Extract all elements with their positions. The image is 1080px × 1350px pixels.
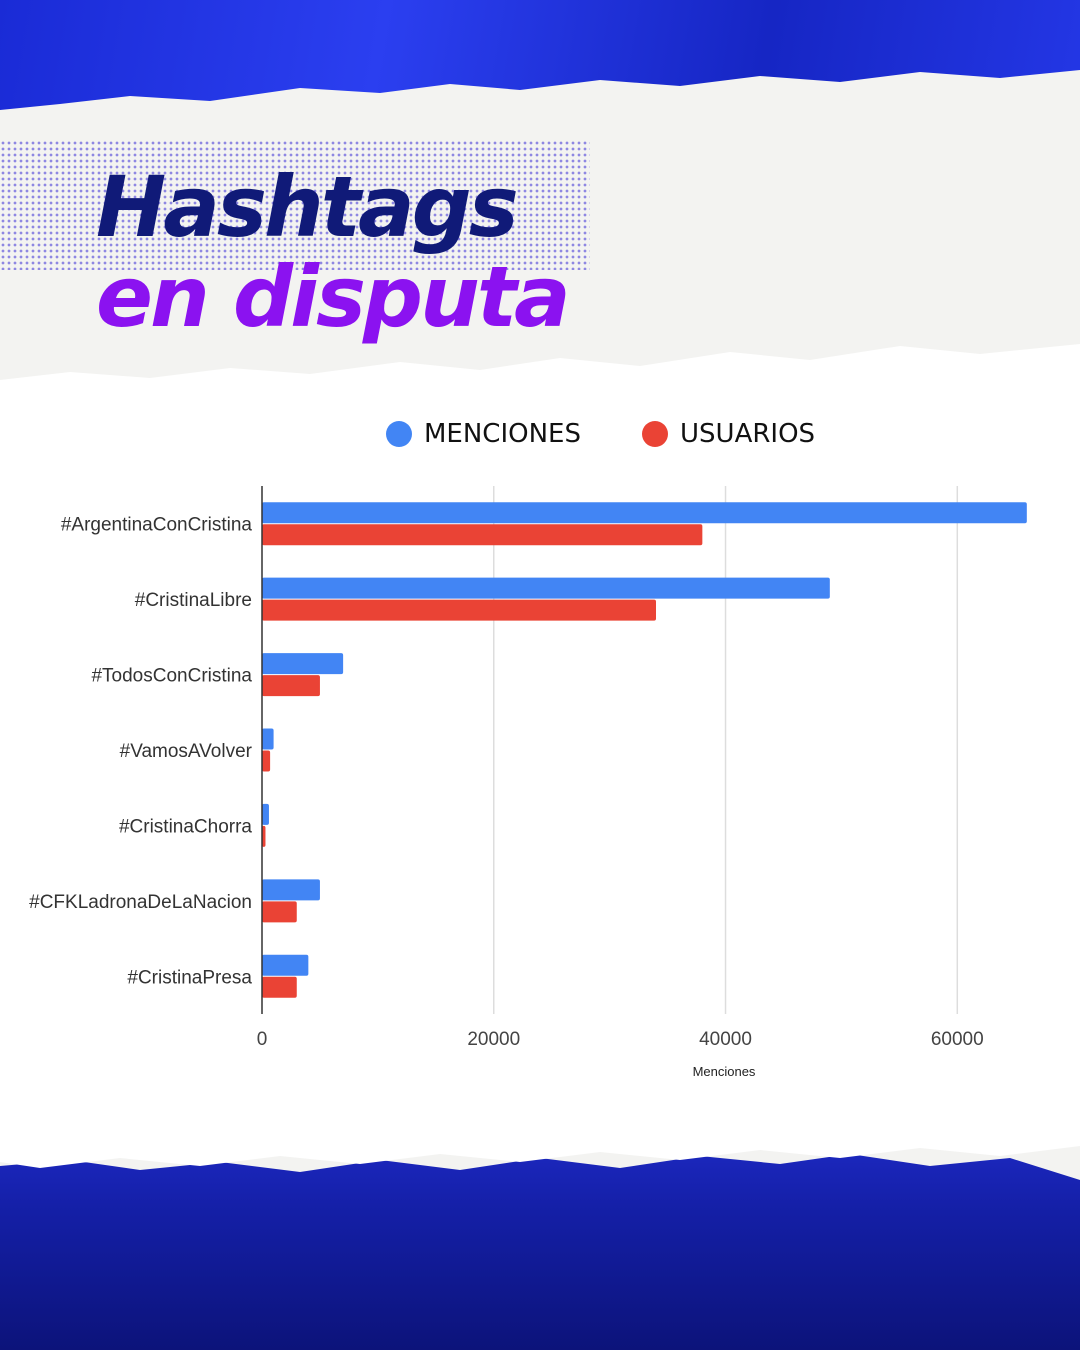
category-label: #CristinaPresa [127, 967, 252, 988]
page-title-line-2: en disputa [96, 248, 571, 346]
bar-usuarios [262, 901, 297, 923]
halftone-texture [0, 140, 590, 270]
bar-menciones [262, 653, 344, 675]
x-tick-label: 0 [257, 1029, 268, 1050]
legend-item-usuarios: USUARIOS [642, 414, 815, 454]
legend-swatch-menciones [386, 421, 412, 447]
category-label: #TodosConCristina [91, 666, 252, 687]
bar-usuarios [262, 976, 297, 998]
bar-menciones [262, 803, 269, 825]
category-label: #CFKLadronaDeLaNacion [29, 892, 252, 913]
bar-chart: 0 20000 40000 60000 #ArgentinaConCristina #Cr… [29, 486, 1027, 1079]
legend-label-menciones: MENCIONES [424, 419, 581, 449]
page-title-line-1: Hashtags [96, 158, 519, 256]
x-tick-label: 40000 [699, 1029, 752, 1050]
x-axis-title: Menciones [693, 1064, 756, 1079]
x-tick-label: 20000 [467, 1029, 520, 1050]
category-label: #CristinaLibre [135, 590, 252, 611]
chart-legend: MENCIONES USUARIOS [0, 414, 1080, 454]
bar-usuarios [262, 675, 320, 697]
category-label: #VamosAVolver [120, 741, 253, 762]
bar-menciones [262, 728, 274, 750]
bar-menciones [262, 954, 309, 976]
bar-usuarios [262, 825, 266, 847]
bar-usuarios [262, 750, 271, 772]
x-tick-label: 60000 [931, 1029, 984, 1050]
category-label: #ArgentinaConCristina [61, 515, 253, 536]
bar-usuarios [262, 599, 656, 621]
bar-menciones [262, 502, 1027, 524]
legend-swatch-usuarios [642, 421, 668, 447]
bar-menciones [262, 879, 320, 901]
bar-menciones [262, 577, 830, 599]
bar-usuarios [262, 524, 703, 546]
legend-item-menciones: MENCIONES [386, 414, 581, 454]
category-label: #CristinaChorra [119, 816, 252, 837]
legend-label-usuarios: USUARIOS [680, 419, 816, 449]
